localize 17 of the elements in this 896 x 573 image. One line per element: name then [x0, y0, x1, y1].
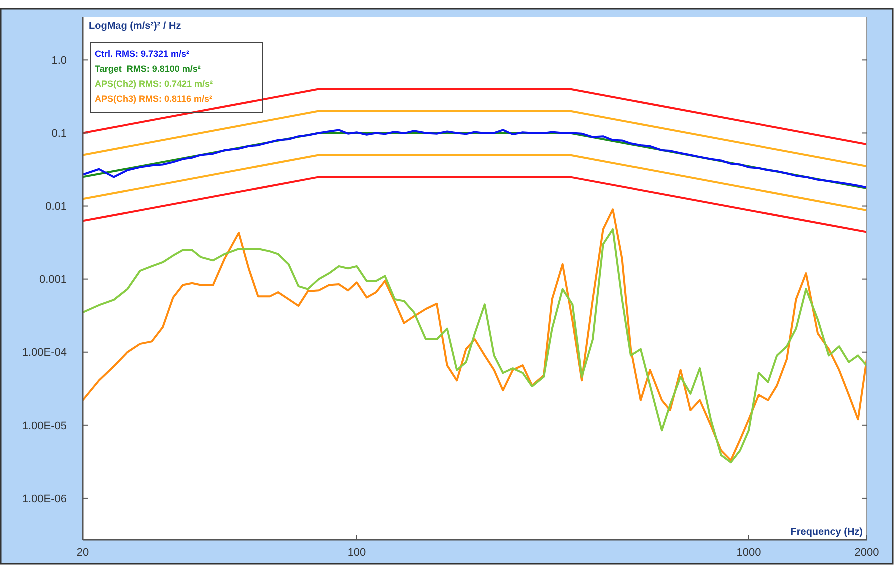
y-tick-label: 1.00E-04	[22, 347, 67, 360]
y-tick-label: 0.001	[39, 274, 67, 286]
text: APS(Ch2) RMS: 0.7421 m/s²	[95, 79, 214, 89]
x-tick-label: 1000	[736, 547, 762, 559]
text: Ctrl. RMS: 9.7321 m/s²	[95, 49, 190, 59]
y-axis-title: LogMag (m/s²)² / Hz	[89, 21, 182, 32]
x-tick-label: 2000	[854, 547, 880, 559]
y-tick-label: 1.00E-06	[22, 493, 67, 506]
y-tick-label: 1.0	[52, 55, 67, 68]
y-tick-label: 0.1	[52, 128, 67, 140]
x-tick-label: 20	[76, 547, 90, 559]
y-tick-label: 1.00E-05	[22, 420, 67, 432]
x-axis-title: Frequency (Hz)	[790, 527, 863, 538]
text: Target RMS: 9.8100 m/s²	[95, 64, 201, 74]
y-tick-label: 0.01	[46, 201, 67, 214]
x-tick-label: 100	[348, 547, 366, 559]
text: APS(Ch3) RMS: 0.8116 m/s²	[95, 94, 213, 104]
